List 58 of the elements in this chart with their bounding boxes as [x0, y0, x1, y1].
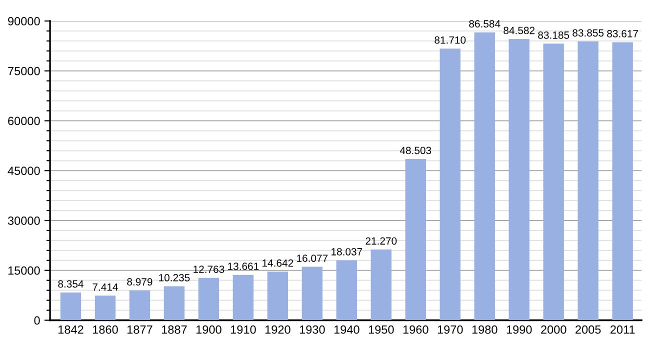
bar: [129, 290, 150, 320]
data-label: 8.979: [127, 278, 152, 286]
data-label: 14.642: [262, 259, 294, 267]
x-tick-label: 1940: [334, 325, 360, 334]
bar: [232, 274, 254, 320]
x-tick-label: 1860: [93, 325, 118, 334]
x-tick-label: 1960: [403, 325, 428, 334]
bar: [198, 278, 220, 320]
y-tick-label: 15000: [8, 266, 40, 275]
data-label: 21.270: [366, 237, 397, 245]
data-label: 83.185: [538, 31, 570, 39]
data-label: 83.617: [607, 30, 638, 38]
bar: [336, 260, 358, 320]
bar: [508, 39, 530, 320]
x-tick-label: 1900: [196, 325, 222, 334]
x-tick-label: 2005: [576, 325, 601, 334]
bar: [543, 44, 564, 320]
bar: [578, 41, 598, 320]
data-label: 8.354: [58, 280, 84, 288]
data-label: 81.710: [434, 36, 466, 44]
x-tick-label: 1970: [438, 325, 463, 334]
data-label: 86.584: [469, 20, 500, 28]
bar: [94, 296, 116, 320]
bar: [302, 266, 323, 320]
data-label: 18.037: [332, 248, 362, 256]
bar: [267, 272, 288, 320]
bar: [60, 292, 82, 320]
data-label: 12.763: [194, 266, 224, 273]
data-label: 16.077: [297, 254, 328, 262]
bar: [612, 42, 633, 320]
x-tick-label: 1930: [300, 325, 325, 334]
data-label: 7.414: [92, 283, 118, 291]
data-label: 10.235: [159, 274, 190, 282]
y-tick-label: 75000: [8, 66, 40, 76]
x-tick-label: 1950: [368, 325, 394, 334]
bar: [164, 286, 185, 320]
x-tick-label: 1842: [58, 325, 84, 334]
x-tick-label: 1877: [127, 325, 152, 334]
bar: [405, 158, 426, 320]
y-tick-label: 60000: [8, 116, 40, 126]
x-tick-label: 1910: [230, 325, 256, 334]
data-label: 48.503: [400, 146, 432, 154]
x-tick-label: 1980: [472, 325, 498, 334]
x-tick-label: 1990: [506, 325, 532, 334]
x-tick-label: 1920: [265, 325, 290, 334]
y-tick-label: 45000: [8, 166, 40, 176]
y-tick-label: 30000: [8, 216, 40, 225]
bar: [370, 250, 392, 320]
data-label: 83.855: [572, 29, 604, 37]
x-tick-label: 2011: [610, 325, 635, 334]
y-tick-label: 0: [34, 316, 40, 325]
data-label: 13.661: [228, 262, 259, 270]
y-tick-label: 90000: [8, 17, 40, 26]
bar: [474, 32, 495, 320]
data-label: 84.582: [504, 26, 535, 34]
bar: [440, 48, 460, 320]
x-tick-label: 1887: [162, 325, 187, 334]
x-tick-label: 2000: [541, 325, 566, 334]
